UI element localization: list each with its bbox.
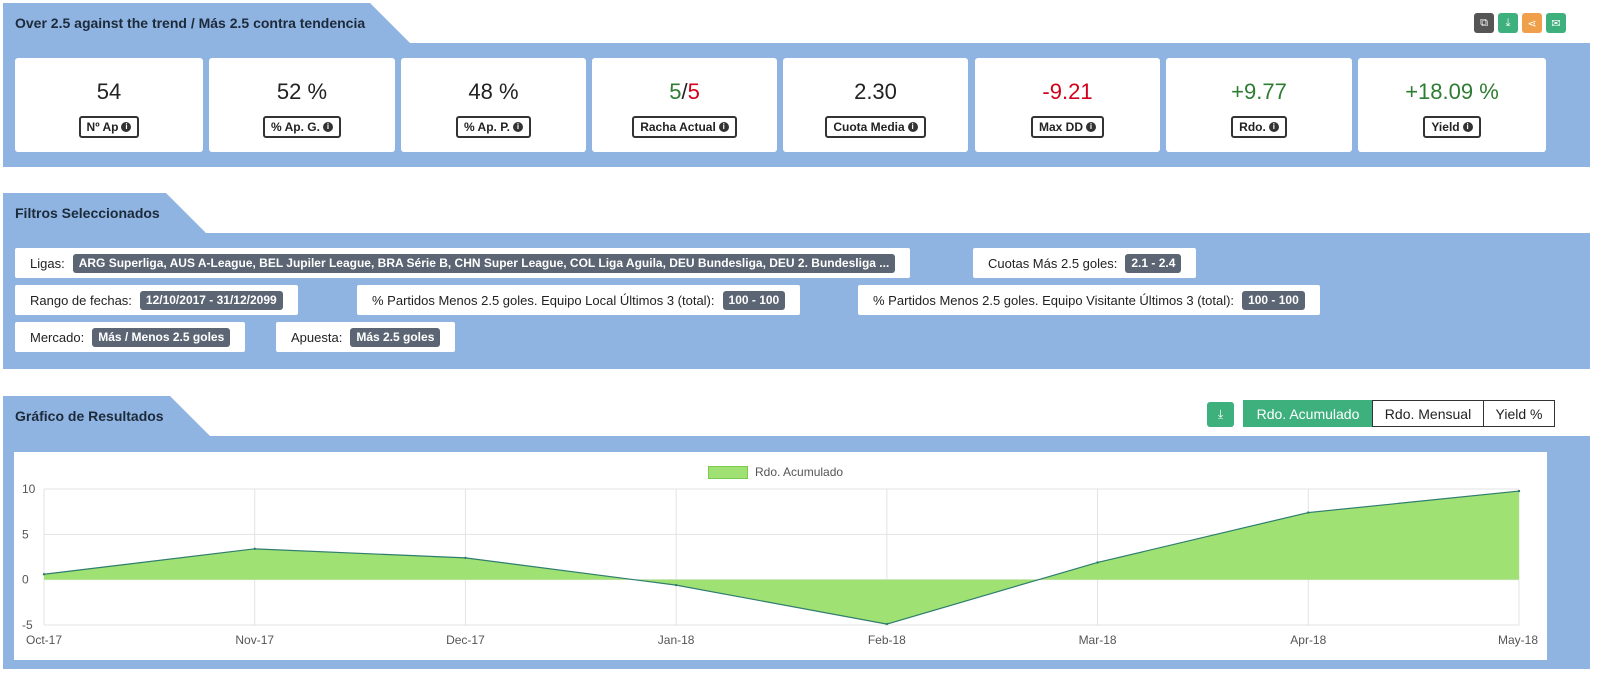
stat-label-text: Cuota Media [833,120,905,134]
filter-visitante: % Partidos Menos 2.5 goles. Equipo Visit… [858,285,1320,315]
filter-local: % Partidos Menos 2.5 goles. Equipo Local… [357,285,801,315]
filter-fechas: Rango de fechas: 12/10/2017 - 31/12/2099 [15,285,298,315]
chart-container [14,452,1547,660]
info-icon: i [907,122,918,132]
info-icon: i [1462,122,1473,132]
filter-value-badge: 100 - 100 [1242,290,1305,310]
filter-cuotas: Cuotas Más 2.5 goles: 2.1 - 2.4 [973,248,1197,278]
stat-card-ap-p: 48 % % Ap. P. i [401,58,586,152]
filter-key: Rango de fechas: [30,292,132,308]
email-icon[interactable]: ✉ [1546,13,1566,33]
stats-panel: 54 Nº Ap i 52 % % Ap. G. i 48 % % Ap. P. i … [3,43,1590,167]
streak-total: 5 [687,79,700,104]
stat-value: 54 [96,79,122,104]
chart-title-text: Gráfico de Resultados [15,408,164,424]
stat-value: 5/5 [669,78,700,106]
filters-panel: Ligas: ARG Superliga, AUS A-League, BEL … [3,233,1590,369]
tab-label: Yield % [1495,405,1543,422]
copy-icon[interactable]: ⧉ [1474,13,1494,33]
filter-key: Mercado: [30,329,85,345]
stat-card-n-ap: 54 Nº Ap i [15,58,203,152]
streak-wins: 5 [669,79,682,104]
stat-label-text: Max DD [1038,120,1083,134]
stat-label-button[interactable]: Cuota Media i [825,116,926,138]
legend-swatch [708,465,748,479]
stat-card-yield: +18.09 % Yield i [1358,58,1546,152]
stat-value: 2.30 [854,79,897,104]
stat-card-cuota: 2.30 Cuota Media i [783,58,968,152]
tab-rdo-acumulado[interactable]: Rdo. Acumulado [1243,400,1373,427]
stat-value: +18.09 % [1405,79,1499,104]
stat-value: +9.77 [1231,79,1287,104]
stat-label-button[interactable]: Yield i [1423,116,1481,138]
filter-value-badge: Más 2.5 goles [350,327,441,347]
info-icon: i [121,122,132,132]
tab-rdo-mensual[interactable]: Rdo. Mensual [1372,400,1484,427]
stat-label-text: % Ap. P. [463,120,510,134]
filter-key: Ligas: [30,255,65,271]
filters-title-text: Filtros Seleccionados [15,205,160,221]
filter-key: % Partidos Menos 2.5 goles. Equipo Local… [372,292,715,308]
filter-key: Cuotas Más 2.5 goles: [988,255,1118,271]
filter-value-badge: 12/10/2017 - 31/12/2099 [139,290,283,310]
chart-download-icon[interactable]: ⤓ [1207,402,1234,427]
filters-title: Filtros Seleccionados [3,193,206,233]
stat-card-racha: 5/5 Racha Actual i [592,58,777,152]
stat-label-text: Yield [1431,120,1460,134]
page-title-text: Over 2.5 against the trend / Más 2.5 con… [15,15,366,31]
stat-label-button[interactable]: Max DD i [1030,116,1104,138]
stat-label-button[interactable]: % Ap. G. i [263,116,341,138]
chart-legend[interactable]: Rdo. Acumulado [708,465,843,479]
stat-card-ap-g: 52 % % Ap. G. i [209,58,395,152]
stat-label-text: Racha Actual [640,120,716,134]
tab-label: Rdo. Mensual [1384,405,1472,422]
filter-value-badge: 2.1 - 2.4 [1125,253,1182,273]
filter-value-badge: ARG Superliga, AUS A-League, BEL Jupiler… [72,253,896,273]
stat-label-button[interactable]: Racha Actual i [632,116,737,138]
share-icon[interactable]: ⋖ [1522,13,1542,33]
stat-value: -9.21 [1042,79,1093,104]
stat-card-rdo: +9.77 Rdo. i [1166,58,1352,152]
stat-label-button[interactable]: Nº Ap i [78,116,140,138]
filter-apuesta: Apuesta: Más 2.5 goles [276,322,456,352]
info-icon: i [513,122,523,132]
page-title: Over 2.5 against the trend / Más 2.5 con… [3,3,410,43]
stat-value: 52 % [276,79,328,104]
info-icon: i [1268,122,1279,132]
stat-label-button[interactable]: Rdo. i [1231,116,1287,138]
info-icon: i [1086,122,1096,132]
tab-label: Rdo. Acumulado [1256,405,1360,422]
filter-value-badge: Más / Menos 2.5 goles [92,327,231,347]
stat-label-text: Nº Ap [86,120,119,134]
filter-mercado: Mercado: Más / Menos 2.5 goles [15,322,246,352]
stat-label-text: % Ap. G. [271,120,320,134]
filter-key: % Partidos Menos 2.5 goles. Equipo Visit… [873,292,1235,308]
stat-label-text: Rdo. [1239,120,1266,134]
streak-separator: / [681,79,688,104]
info-icon: i [322,122,333,132]
tab-yield[interactable]: Yield % [1483,400,1555,427]
filter-ligas: Ligas: ARG Superliga, AUS A-League, BEL … [15,248,911,278]
stat-label-button[interactable]: % Ap. P. i [455,116,531,138]
filter-value-badge: 100 - 100 [722,290,786,310]
header-actions: ⧉ ⤓ ⋖ ✉ [1474,13,1566,33]
stat-card-maxdd: -9.21 Max DD i [975,58,1160,152]
chart-title: Gráfico de Resultados [3,396,210,436]
legend-label: Rdo. Acumulado [755,465,844,479]
info-icon: i [718,122,729,132]
filter-key: Apuesta: [291,329,343,345]
download-icon[interactable]: ⤓ [1498,13,1518,33]
stat-value: 48 % [468,79,519,104]
